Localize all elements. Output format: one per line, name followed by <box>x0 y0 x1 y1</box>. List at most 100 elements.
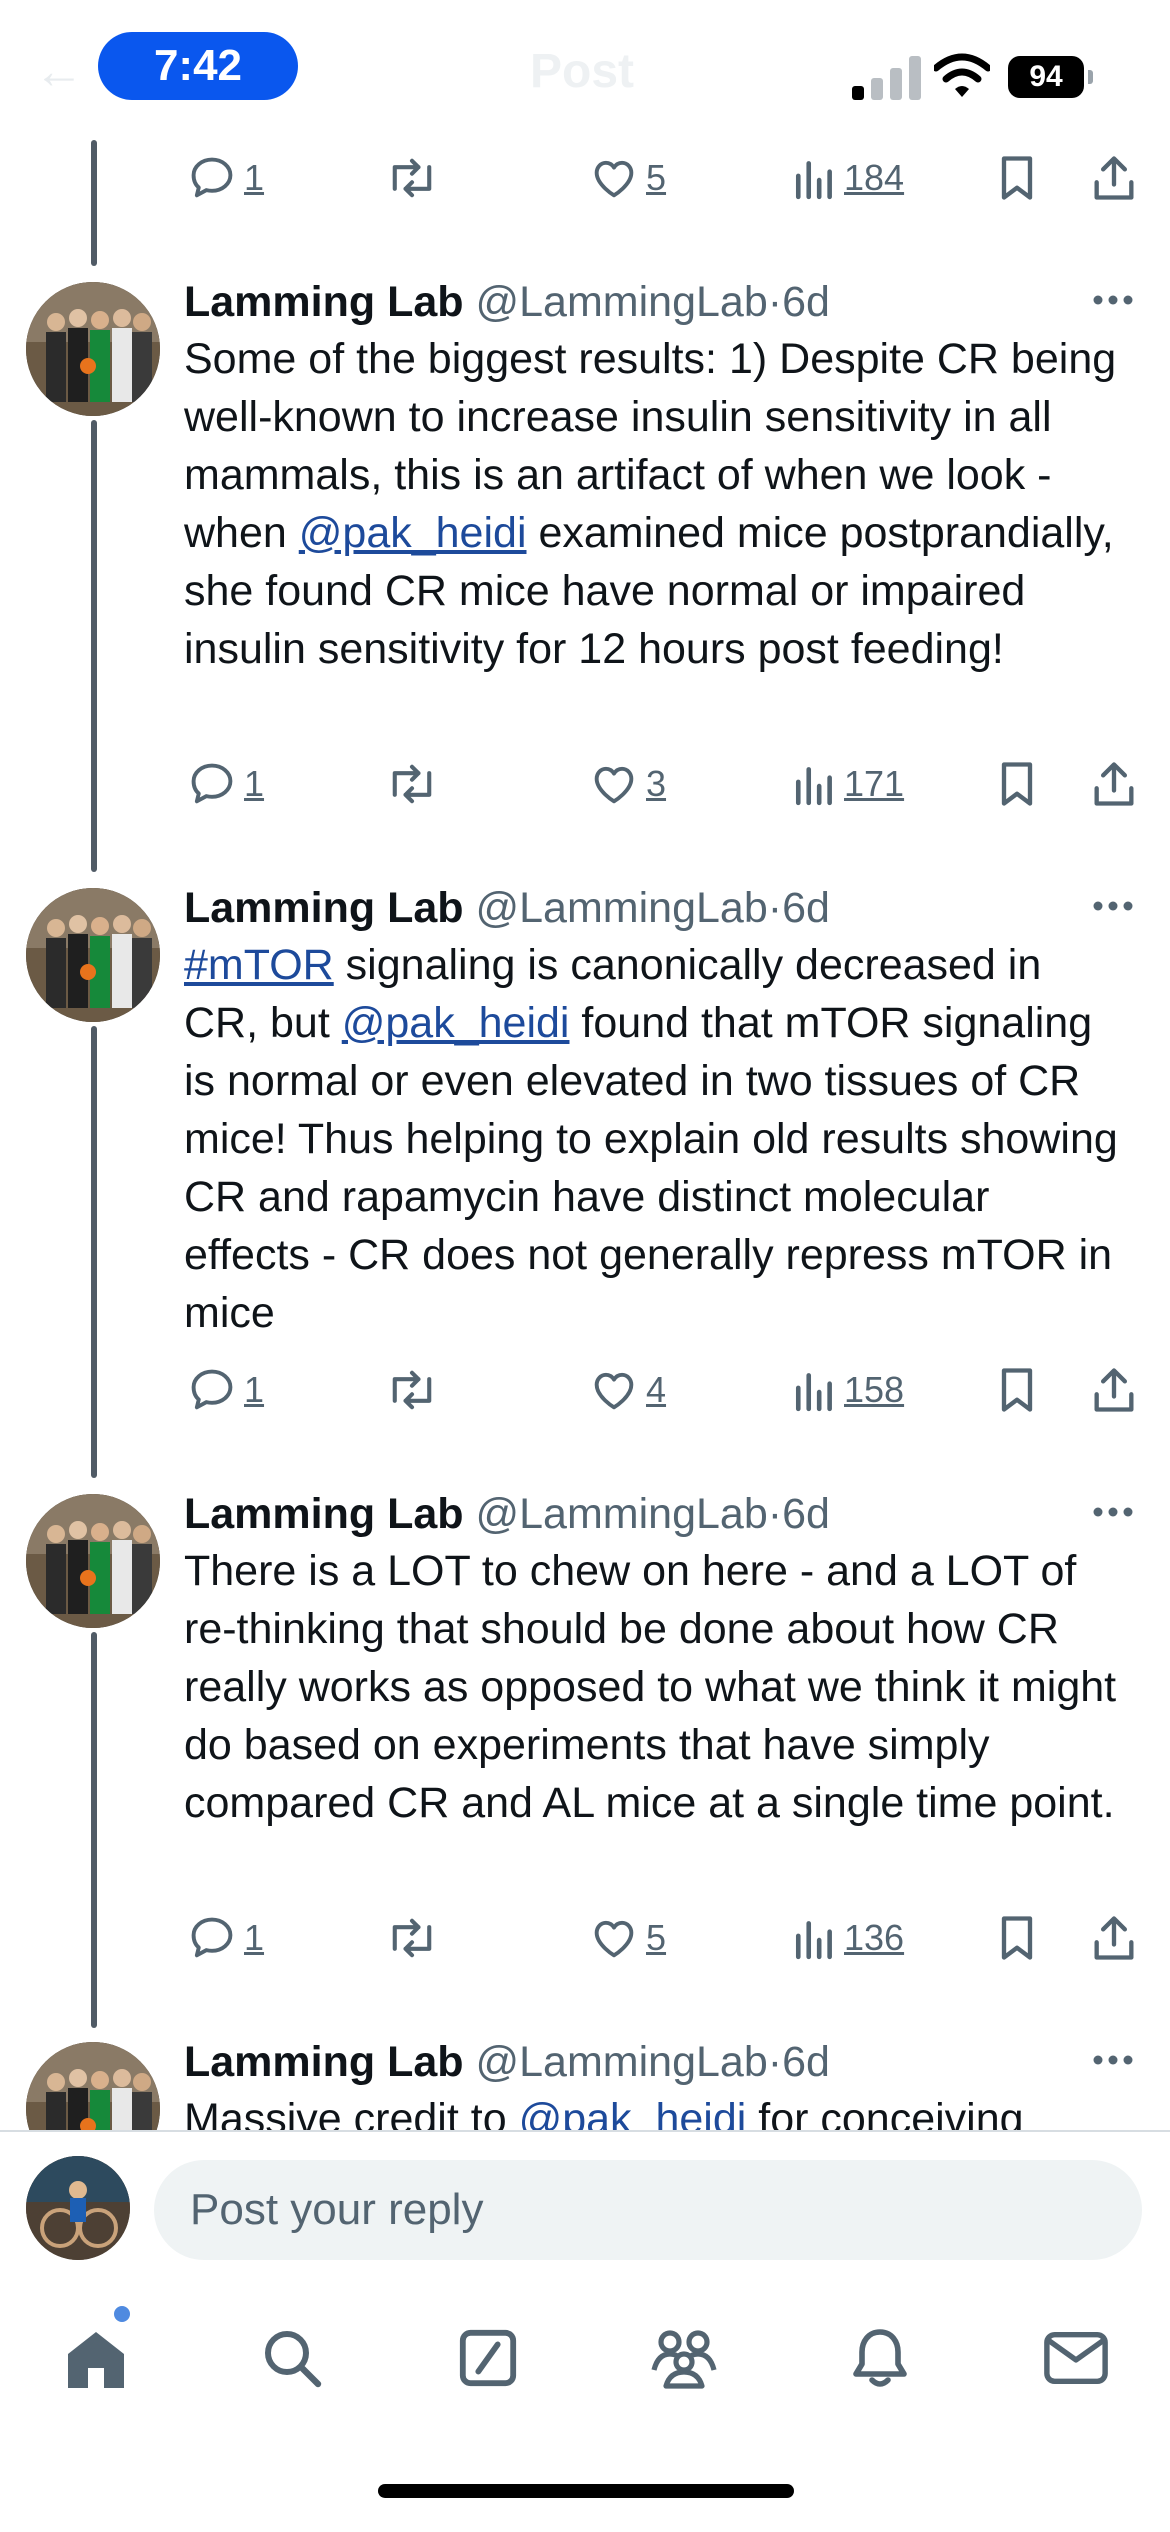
views-icon <box>795 161 832 200</box>
tweet[interactable]: Lamming Lab @LammingLab·6d There is a LO… <box>0 1488 1170 1968</box>
like-count: 5 <box>646 1917 667 1958</box>
bookmark-button[interactable] <box>994 1908 1040 1968</box>
views-button[interactable]: 158 <box>792 1360 904 1420</box>
tab-compose[interactable] <box>448 2318 528 2398</box>
views-icon <box>795 1373 832 1412</box>
repost-button[interactable] <box>384 1908 440 1968</box>
author-name[interactable]: Lamming Lab <box>184 884 464 932</box>
author-handle[interactable]: @LammingLab <box>475 278 768 326</box>
author-name[interactable]: Lamming Lab <box>184 278 464 326</box>
mention-link[interactable]: @pak_heidi <box>341 999 570 1047</box>
cellular-signal-icon <box>852 56 921 100</box>
avatar[interactable] <box>26 1494 160 1628</box>
views-button[interactable]: 171 <box>792 754 904 814</box>
like-count: 4 <box>646 1369 667 1410</box>
reply-count: 1 <box>244 1369 265 1410</box>
reply-button[interactable]: 1 <box>186 754 264 814</box>
more-options-icon[interactable] <box>1090 2040 1136 2080</box>
reply-icon <box>191 157 233 198</box>
tweet-age[interactable]: 6d <box>782 2038 830 2086</box>
more-options-icon[interactable] <box>1090 886 1136 926</box>
like-button[interactable]: 5 <box>588 148 666 208</box>
tab-search[interactable] <box>252 2318 332 2398</box>
share-icon <box>1094 1368 1134 1412</box>
status-bar: ← Post 7:42 94 <box>0 0 1170 140</box>
repost-icon <box>392 1370 432 1410</box>
views-button[interactable]: 184 <box>792 148 904 208</box>
hashtag-link[interactable]: #mTOR <box>184 941 334 989</box>
reply-icon <box>191 1917 233 1958</box>
tweet[interactable]: Lamming Lab @LammingLab·6d Some of the b… <box>0 276 1170 826</box>
wifi-icon <box>934 53 990 97</box>
author-handle[interactable]: @LammingLab <box>475 1490 768 1538</box>
repost-icon <box>392 764 432 804</box>
tweet-age[interactable]: 6d <box>782 884 830 932</box>
share-button[interactable] <box>1090 1360 1138 1420</box>
tweet-age[interactable]: 6d <box>782 278 830 326</box>
heart-icon <box>594 766 634 804</box>
tweet[interactable]: Lamming Lab @LammingLab·6d #mTOR signali… <box>0 882 1170 1422</box>
notifications-icon <box>853 2329 907 2387</box>
current-user-avatar[interactable] <box>26 2156 130 2260</box>
author-name[interactable]: Lamming Lab <box>184 1490 464 1538</box>
more-options-icon[interactable] <box>1090 280 1136 320</box>
tab-home[interactable] <box>56 2318 136 2398</box>
tweet-age[interactable]: 6d <box>782 1490 830 1538</box>
like-button[interactable]: 4 <box>588 1360 666 1420</box>
tab-messages[interactable] <box>1036 2318 1116 2398</box>
views-button[interactable]: 136 <box>792 1908 904 1968</box>
battery-icon: 94 <box>1008 56 1084 98</box>
reply-input[interactable] <box>154 2160 1142 2260</box>
reply-button[interactable]: 1 <box>186 148 264 208</box>
tab-communities[interactable] <box>644 2318 724 2398</box>
share-icon <box>1094 156 1134 200</box>
tweet-text-part: Massive credit to <box>184 2095 519 2130</box>
reply-icon <box>191 763 233 804</box>
share-button[interactable] <box>1090 754 1138 814</box>
avatar[interactable] <box>26 888 160 1022</box>
reply-count: 1 <box>244 157 265 198</box>
like-button[interactable]: 3 <box>588 754 666 814</box>
author-name[interactable]: Lamming Lab <box>184 2038 464 2086</box>
more-options-icon[interactable] <box>1090 1492 1136 1532</box>
avatar[interactable] <box>26 282 160 416</box>
tweet-text: Some of the biggest results: 1) Despite … <box>184 330 1124 678</box>
avatar-photo <box>26 1494 160 1628</box>
mention-link[interactable]: @pak_heidi <box>518 2095 747 2130</box>
search-icon <box>265 2331 322 2388</box>
tab-notifications[interactable] <box>840 2318 920 2398</box>
heart-icon <box>594 1920 634 1958</box>
arrow-left-icon[interactable]: ← <box>34 43 84 99</box>
repost-button[interactable] <box>384 1360 440 1420</box>
tweet-text-part: examined mice postprandially, she found … <box>184 509 1114 673</box>
view-count: 171 <box>844 763 905 804</box>
repost-icon <box>392 158 432 198</box>
bookmark-button[interactable] <box>994 754 1040 814</box>
home-notification-dot <box>114 2306 130 2322</box>
battery-tip <box>1088 70 1093 84</box>
reply-button[interactable]: 1 <box>186 1908 264 1968</box>
bookmark-button[interactable] <box>994 1360 1040 1420</box>
heart-icon <box>594 1372 634 1410</box>
views-icon <box>795 1921 832 1960</box>
avatar[interactable] <box>26 2042 160 2130</box>
tweet[interactable]: Lamming Lab @LammingLab·6d Massive credi… <box>0 2036 1170 2130</box>
bookmark-button[interactable] <box>994 148 1040 208</box>
heart-icon <box>594 160 634 198</box>
author-handle[interactable]: @LammingLab <box>475 884 768 932</box>
tweet-text-part: Some of the biggest results: 1) Despite … <box>184 335 1117 557</box>
mention-link[interactable]: @pak_heidi <box>298 509 527 557</box>
share-button[interactable] <box>1090 1908 1138 1968</box>
thread-line <box>91 1632 97 2028</box>
author-handle[interactable]: @LammingLab <box>475 2038 768 2086</box>
avatar-photo <box>26 2042 160 2130</box>
home-icon <box>68 2332 124 2388</box>
like-button[interactable]: 5 <box>588 1908 666 1968</box>
repost-button[interactable] <box>384 754 440 814</box>
share-button[interactable] <box>1090 148 1138 208</box>
repost-button[interactable] <box>384 148 440 208</box>
view-count: 184 <box>844 157 905 198</box>
tweet-header: Lamming Lab @LammingLab·6d <box>184 2036 830 2088</box>
home-indicator[interactable] <box>378 2484 794 2498</box>
reply-button[interactable]: 1 <box>186 1360 264 1420</box>
